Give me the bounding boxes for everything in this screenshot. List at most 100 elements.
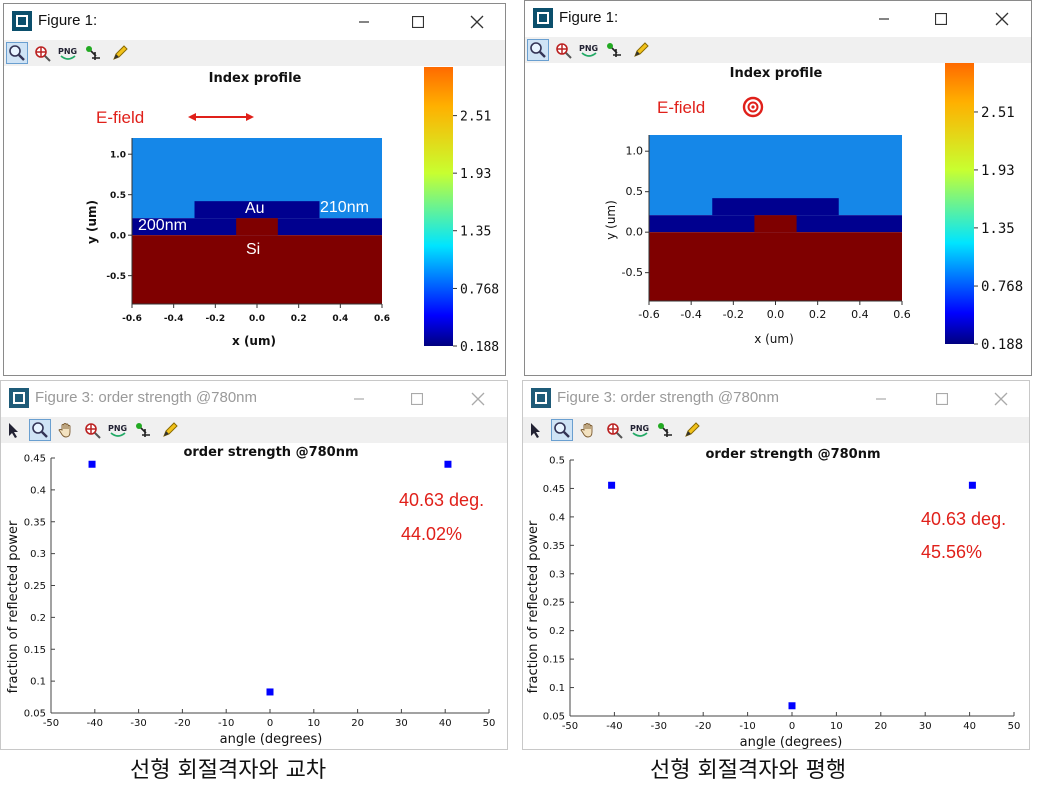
minimize-button[interactable] bbox=[861, 1, 907, 37]
maximize-button[interactable] bbox=[394, 381, 440, 417]
colorbar-tick-label: 0.768 bbox=[981, 279, 1023, 295]
close-button[interactable] bbox=[454, 4, 500, 40]
x-tick-label: -50 bbox=[43, 718, 59, 729]
y-tick-label: 0.2 bbox=[30, 613, 46, 624]
plot-area[interactable]: -0.6 -0.4 -0.2 0.0 0.2 0.4 0.6 1.0 0.5 0.0 -0.5 2… bbox=[525, 63, 1031, 375]
power-annotation: 45.56% bbox=[921, 542, 982, 562]
title-bar[interactable]: Figure 3: order strength @780nm bbox=[1, 381, 507, 417]
x-tick-label: -10 bbox=[739, 721, 755, 732]
colorbar-tick-label: 2.51 bbox=[460, 110, 491, 125]
y-tick-label: 0.25 bbox=[24, 581, 46, 592]
x-tick-label: 0 bbox=[789, 721, 795, 732]
y-tick-label: -0.5 bbox=[622, 266, 643, 279]
colorbar-tick-label: 2.51 bbox=[981, 105, 1015, 121]
export-png-button[interactable]: PNG bbox=[629, 419, 651, 441]
y-axis-label: fraction of reflected power bbox=[526, 520, 541, 693]
export-png-button[interactable]: PNG bbox=[107, 419, 129, 441]
title-bar[interactable]: Figure 3: order strength @780nm bbox=[523, 381, 1029, 417]
magnifier-icon bbox=[554, 422, 570, 438]
app-icon bbox=[531, 388, 551, 408]
window-title: Figure 1: bbox=[559, 9, 619, 26]
y-tick-label: 0.4 bbox=[549, 512, 565, 523]
chart-title: Index profile bbox=[209, 71, 302, 86]
minimize-button[interactable] bbox=[341, 4, 387, 40]
x-tick-label: 50 bbox=[1008, 721, 1021, 732]
x-tick-label: -0.6 bbox=[638, 308, 659, 321]
zoom-reset-button[interactable] bbox=[552, 39, 574, 61]
minimize-button[interactable] bbox=[336, 381, 382, 417]
zoom-tool-button[interactable] bbox=[29, 419, 51, 441]
colorbar bbox=[424, 67, 453, 346]
close-button[interactable] bbox=[455, 381, 501, 417]
plot-area[interactable]: -0.6 -0.4 -0.2 0.0 0.2 0.4 0.6 1.0 0.5 0.0 -0.5 2… bbox=[4, 66, 505, 375]
data-cursor-button[interactable] bbox=[604, 39, 626, 61]
edit-button[interactable] bbox=[109, 42, 131, 64]
y-tick-label: 0.25 bbox=[543, 598, 565, 609]
edit-button[interactable] bbox=[681, 419, 703, 441]
chart-title: order strength @780nm bbox=[705, 447, 880, 462]
export-png-button[interactable]: PNG bbox=[57, 42, 79, 64]
zoom-reset-button[interactable] bbox=[81, 419, 103, 441]
y-tick-label: 0.3 bbox=[30, 549, 46, 560]
x-tick-label: 10 bbox=[830, 721, 843, 732]
plot-toolbar: PNG bbox=[525, 37, 1031, 63]
zoom-tool-button[interactable] bbox=[527, 39, 549, 61]
zoom-reset-button[interactable] bbox=[31, 42, 53, 64]
maximize-button[interactable] bbox=[918, 1, 964, 37]
caption-parallel: 선형 회절격자와 평행 bbox=[650, 758, 847, 783]
power-annotation: 44.02% bbox=[401, 524, 462, 544]
y-tick-label: 0.4 bbox=[30, 485, 46, 496]
close-button[interactable] bbox=[978, 381, 1024, 417]
pan-tool-button[interactable] bbox=[55, 419, 77, 441]
edit-button[interactable] bbox=[159, 419, 181, 441]
plot-area[interactable]: -50 -40 -30 -20 -10 0 10 20 30 40 50 0.45 0.4 0.35 0.… bbox=[1, 443, 507, 749]
zoom-target-icon bbox=[556, 43, 572, 59]
select-tool-button[interactable] bbox=[525, 419, 547, 441]
select-tool-button[interactable] bbox=[3, 419, 25, 441]
close-button[interactable] bbox=[979, 1, 1025, 37]
png-export-icon: PNG bbox=[579, 44, 598, 57]
data-cursor-button[interactable] bbox=[133, 419, 155, 441]
x-axis-label: angle (degrees) bbox=[220, 732, 323, 747]
title-bar[interactable]: Figure 1: bbox=[4, 4, 505, 40]
zoom-tool-button[interactable] bbox=[6, 42, 28, 64]
magnifier-icon bbox=[9, 45, 25, 61]
x-tick-label: -0.2 bbox=[205, 314, 225, 324]
app-icon bbox=[9, 388, 29, 408]
width-200nm-label: 200nm bbox=[138, 217, 187, 234]
y-tick-label: 0.3 bbox=[549, 569, 565, 580]
title-bar[interactable]: Figure 1: bbox=[525, 1, 1031, 37]
x-tick-label: -10 bbox=[218, 718, 234, 729]
data-cursor-button[interactable] bbox=[83, 42, 105, 64]
x-tick-label: 0.6 bbox=[893, 308, 911, 321]
zoom-tool-button[interactable] bbox=[551, 419, 573, 441]
y-tick-label: 0.45 bbox=[24, 454, 46, 465]
angle-annotation: 40.63 deg. bbox=[921, 509, 1006, 529]
plot-area[interactable]: -50 -40 -30 -20 -10 0 10 20 30 40 50 0.5 0.45 0.4 0.3… bbox=[523, 443, 1029, 749]
x-tick-label: -50 bbox=[562, 721, 578, 732]
y-tick-label: -0.5 bbox=[106, 272, 126, 282]
minimize-button[interactable] bbox=[858, 381, 904, 417]
pointer-arrow-icon bbox=[531, 423, 540, 438]
efield-arrow bbox=[188, 113, 254, 121]
zoom-target-icon bbox=[35, 46, 51, 62]
png-export-icon: PNG bbox=[108, 424, 127, 437]
x-tick-label: -40 bbox=[87, 718, 103, 729]
colorbar-tick-label: 1.35 bbox=[981, 221, 1015, 237]
pan-tool-button[interactable] bbox=[577, 419, 599, 441]
window-title: Figure 3: order strength @780nm bbox=[35, 389, 258, 406]
colorbar-tick-label: 0.188 bbox=[981, 337, 1023, 353]
minimize-icon bbox=[879, 18, 889, 20]
close-icon bbox=[995, 12, 1009, 26]
zoom-reset-button[interactable] bbox=[603, 419, 625, 441]
maximize-button[interactable] bbox=[919, 381, 965, 417]
colorbar-tick-label: 0.768 bbox=[460, 282, 499, 297]
x-axis-label: x (um) bbox=[232, 334, 276, 348]
figure-1-window-parallel: Figure 1: PNG -0.6 -0.4 -0.2 0.0 0.2 0.4 0.6 1… bbox=[524, 0, 1032, 376]
x-tick-label: 0.4 bbox=[851, 308, 869, 321]
export-png-button[interactable]: PNG bbox=[578, 39, 600, 61]
edit-button[interactable] bbox=[630, 39, 652, 61]
svg-text:PNG: PNG bbox=[108, 424, 127, 433]
data-cursor-button[interactable] bbox=[655, 419, 677, 441]
maximize-button[interactable] bbox=[395, 4, 441, 40]
